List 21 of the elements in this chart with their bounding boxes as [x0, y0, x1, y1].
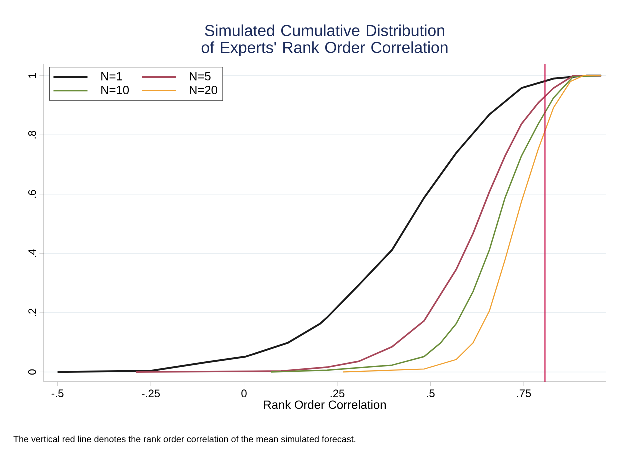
x-tick-label: .5: [427, 390, 435, 398]
y-tick-label: 0: [28, 370, 36, 375]
x-axis-title: Rank Order Correlation: [264, 400, 386, 410]
legend-label: N=5: [190, 72, 211, 81]
y-tick-label: .2: [28, 308, 36, 317]
text: The vertical red line denotes the rank order correlation of the mean simulated forecast.: [14, 436, 356, 442]
chart-title: Simulated Cumulative Distribution of Experts' Rank Order Correlation: [202, 24, 448, 56]
x-tick-label: -.5: [52, 390, 64, 398]
line-series: [270, 75, 602, 373]
y-tick-label: .4: [28, 249, 36, 258]
legend-label: N=20: [190, 86, 218, 95]
line-series: [342, 75, 602, 373]
x-tick-label: .25: [330, 390, 345, 398]
x-tick-label: 0: [242, 390, 247, 398]
y-tick-label: .6: [28, 190, 36, 198]
x-tick-label: -.25: [142, 390, 160, 398]
y-tick-label: 1: [28, 73, 36, 78]
legend-label: N=10: [102, 86, 130, 95]
legend-label: N=1: [102, 72, 122, 81]
x-tick-label: .75: [517, 390, 532, 398]
y-tick-label: .8: [28, 131, 36, 139]
